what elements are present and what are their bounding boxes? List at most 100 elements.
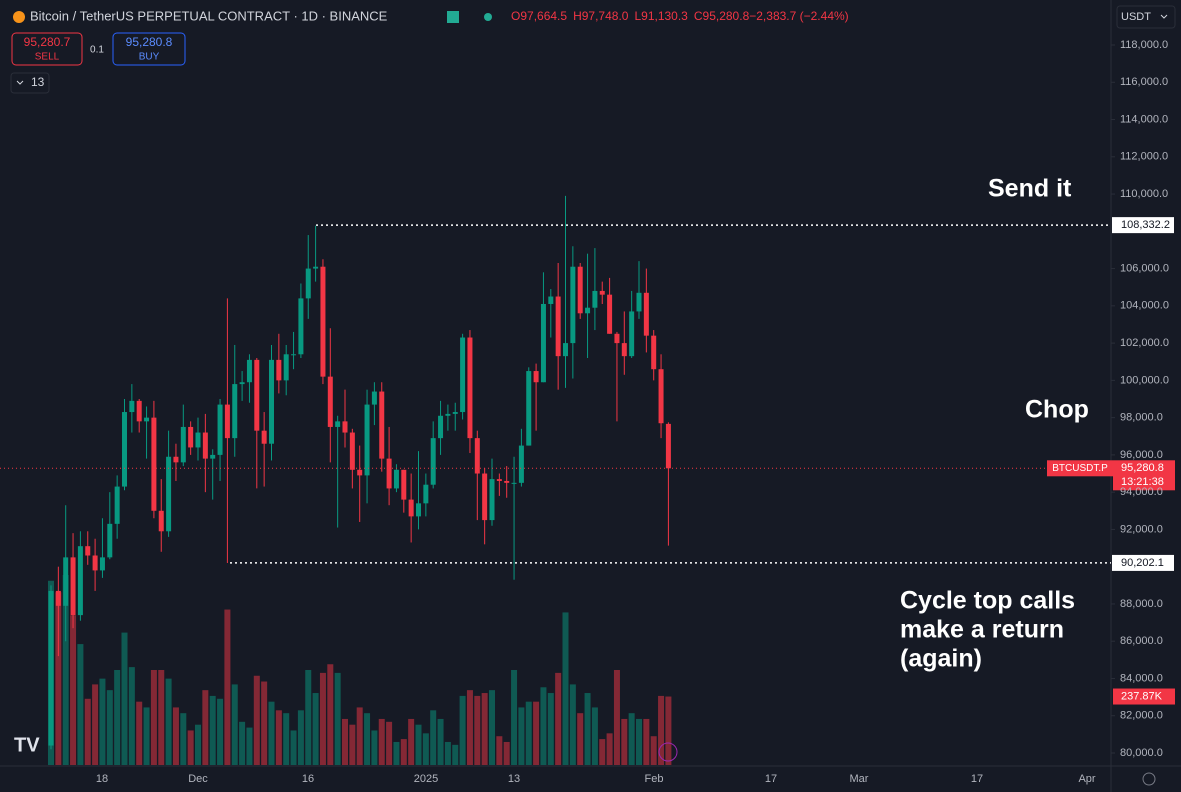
volume-bar: [599, 739, 606, 765]
candle-body: [107, 523, 113, 558]
candle-body: [526, 371, 532, 446]
y-tick-label: 100,000.0: [1120, 374, 1169, 386]
candle-body: [570, 266, 576, 344]
volume-bar: [121, 632, 128, 765]
volume-bar: [246, 727, 253, 765]
volume-bar: [650, 736, 657, 765]
x-tick-label: Feb: [645, 773, 664, 785]
volume-bar: [114, 670, 121, 765]
event-icon[interactable]: [658, 742, 678, 762]
x-tick-label: 17: [971, 773, 983, 785]
ohlc-value: −2,383.7 (−2.44%): [749, 9, 848, 23]
volume-bar: [202, 690, 209, 765]
volume-bar: [665, 696, 672, 765]
candle-body: [607, 294, 613, 334]
volume-bar: [217, 698, 224, 765]
volume-bar: [136, 701, 143, 765]
candle-body: [349, 432, 355, 470]
y-tick-label: 86,000.0: [1120, 635, 1163, 647]
candle-body: [129, 400, 135, 413]
volume-bar: [525, 701, 532, 765]
candle-body: [467, 337, 473, 439]
settings-icon[interactable]: [1142, 772, 1156, 786]
candle-body: [460, 337, 466, 413]
volume-label-box: [1113, 688, 1175, 705]
ohlc-key: H: [573, 9, 582, 23]
candle-body: [636, 292, 642, 312]
candle-body: [276, 359, 282, 381]
annotation: Cycle top calls: [900, 587, 1075, 615]
x-tick-label: Apr: [1078, 773, 1095, 785]
level-label: 90,202.1: [1121, 557, 1164, 569]
volume-bar: [150, 670, 157, 765]
candle-body: [202, 432, 208, 459]
volume-bar: [334, 672, 341, 765]
candle-body: [239, 382, 245, 385]
volume-bar: [430, 710, 437, 765]
x-tick-label: 13: [508, 773, 520, 785]
volume-bar: [253, 675, 260, 765]
indicator-count[interactable]: 13: [31, 75, 45, 89]
x-tick-label: 2025: [414, 773, 438, 785]
volume-bar: [319, 672, 326, 765]
volume-bar: [158, 670, 165, 765]
volume-bar: [628, 713, 635, 765]
candle-body: [364, 404, 370, 476]
volume-bar: [518, 707, 525, 765]
candle-body: [158, 510, 164, 532]
ohlc-value: 95,280.8: [703, 9, 750, 23]
y-tick-label: 102,000.0: [1120, 337, 1169, 349]
volume-bar: [496, 736, 503, 765]
volume-bar: [422, 733, 429, 765]
volume-bar: [180, 713, 187, 765]
volume-bar: [393, 741, 400, 765]
currency-select[interactable]: [1116, 5, 1176, 29]
volume-bar: [408, 718, 415, 765]
volume-bar: [172, 707, 179, 765]
candle-body: [577, 266, 583, 314]
candle-body: [254, 359, 260, 431]
volume-bar: [606, 733, 613, 765]
volume-label: 237.87K: [1121, 690, 1163, 702]
currency[interactable]: USDT: [1121, 11, 1151, 23]
indicator-toggle[interactable]: [10, 72, 50, 94]
candle-body: [357, 469, 363, 476]
volume-bar: [613, 670, 620, 765]
y-tick-label: 80,000.0: [1120, 747, 1163, 759]
candle-body: [592, 290, 598, 308]
candle-body: [173, 456, 179, 463]
volume-bar: [452, 744, 459, 765]
candle-body: [511, 482, 517, 484]
symbol-box: [1047, 460, 1113, 477]
candle-body: [379, 391, 385, 459]
sell-price[interactable]: 95,280.7: [24, 35, 71, 49]
candle-body: [651, 335, 657, 370]
candle-body: [408, 499, 414, 517]
buy-price[interactable]: 95,280.8: [126, 35, 173, 49]
candle-body: [166, 456, 172, 532]
buy-button[interactable]: [112, 32, 186, 66]
chevron: [16, 80, 24, 85]
candle-body: [585, 307, 591, 314]
candle-body: [136, 400, 142, 422]
volume-bar: [444, 741, 451, 765]
overlay: Bitcoin / TetherUS PERPETUAL CONTRACT · …: [0, 5, 1176, 786]
x-tick-label: Mar: [850, 773, 869, 785]
candle-body: [313, 266, 319, 269]
volume-bar: [283, 713, 290, 765]
volume-bar: [349, 724, 356, 765]
volume-bar: [187, 730, 194, 765]
candle-body: [658, 369, 664, 424]
volume-bar: [128, 667, 135, 765]
buy-label[interactable]: BUY: [139, 52, 160, 63]
volume-bar: [143, 707, 150, 765]
candle-body: [327, 376, 333, 427]
sell-label[interactable]: SELL: [35, 52, 60, 63]
sell-button[interactable]: [11, 32, 83, 66]
x-tick-label: 17: [765, 773, 777, 785]
candle-body: [195, 432, 201, 448]
tv-logo: TV: [14, 734, 40, 756]
volume-bar: [503, 741, 510, 765]
ohlc-value: 97,748.0: [582, 9, 629, 23]
volume-bar: [239, 721, 246, 765]
